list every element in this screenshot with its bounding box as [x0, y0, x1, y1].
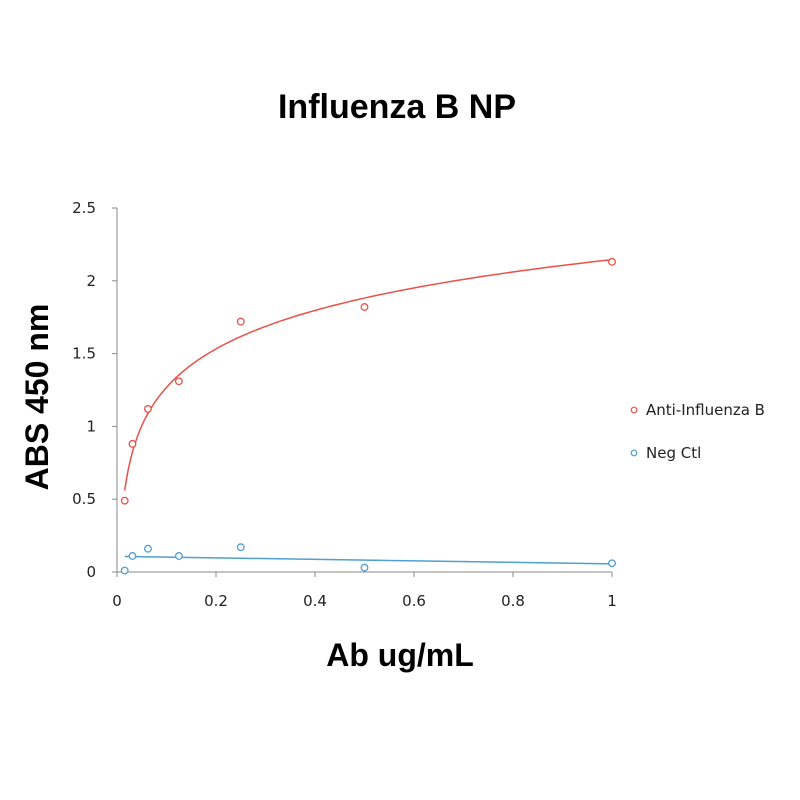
- x-tick-label: 0.6: [402, 592, 426, 610]
- plot-area: 0 0.2 0.4 0.6 0.8 1 0 0.5 1 1.5 2 2.5: [72, 199, 617, 610]
- legend: Anti-Influenza B Neg Ctl: [630, 401, 765, 462]
- legend-marker: [630, 406, 638, 414]
- data-point-series-2: [128, 552, 137, 560]
- x-tick-label: 0.8: [501, 592, 525, 610]
- y-tick-label: 0.5: [72, 490, 96, 508]
- data-point-series-1: [236, 317, 245, 326]
- data-point-series-2: [174, 552, 183, 560]
- y-tick-label: 2.5: [72, 199, 96, 217]
- y-tick-label: 0: [86, 563, 96, 581]
- data-point-series-1: [120, 496, 129, 505]
- x-tick-label: 0.2: [204, 592, 228, 610]
- data-point-series-1: [128, 439, 137, 448]
- y-tick-label: 1: [86, 417, 96, 435]
- data-point-series-2: [143, 544, 152, 553]
- chart-title: Influenza B NP: [278, 88, 516, 126]
- legend-marker: [630, 449, 638, 457]
- x-tick-label: 0: [112, 592, 122, 610]
- data-point-series-1: [360, 303, 369, 311]
- data-point-series-2: [608, 559, 616, 568]
- data-point-series-1: [174, 377, 183, 386]
- trendline-series-2: [124, 555, 613, 565]
- data-point-series-1: [608, 257, 616, 266]
- x-tick-label: 1: [607, 592, 617, 610]
- y-tick-label: 1.5: [72, 345, 96, 363]
- data-point-series-1: [143, 404, 152, 413]
- legend-label: Anti-Influenza B: [646, 401, 765, 419]
- data-point-series-2: [120, 566, 129, 575]
- data-point-series-2: [236, 543, 245, 552]
- y-axis-label: ABS 450 nm: [19, 304, 55, 491]
- x-tick-label: 0.4: [303, 592, 327, 610]
- legend-label: Neg Ctl: [646, 444, 701, 462]
- trendline-series-1: [123, 258, 613, 491]
- data-point-series-2: [360, 563, 369, 572]
- x-axis-label: Ab ug/mL: [326, 637, 474, 673]
- y-tick-label: 2: [86, 272, 96, 290]
